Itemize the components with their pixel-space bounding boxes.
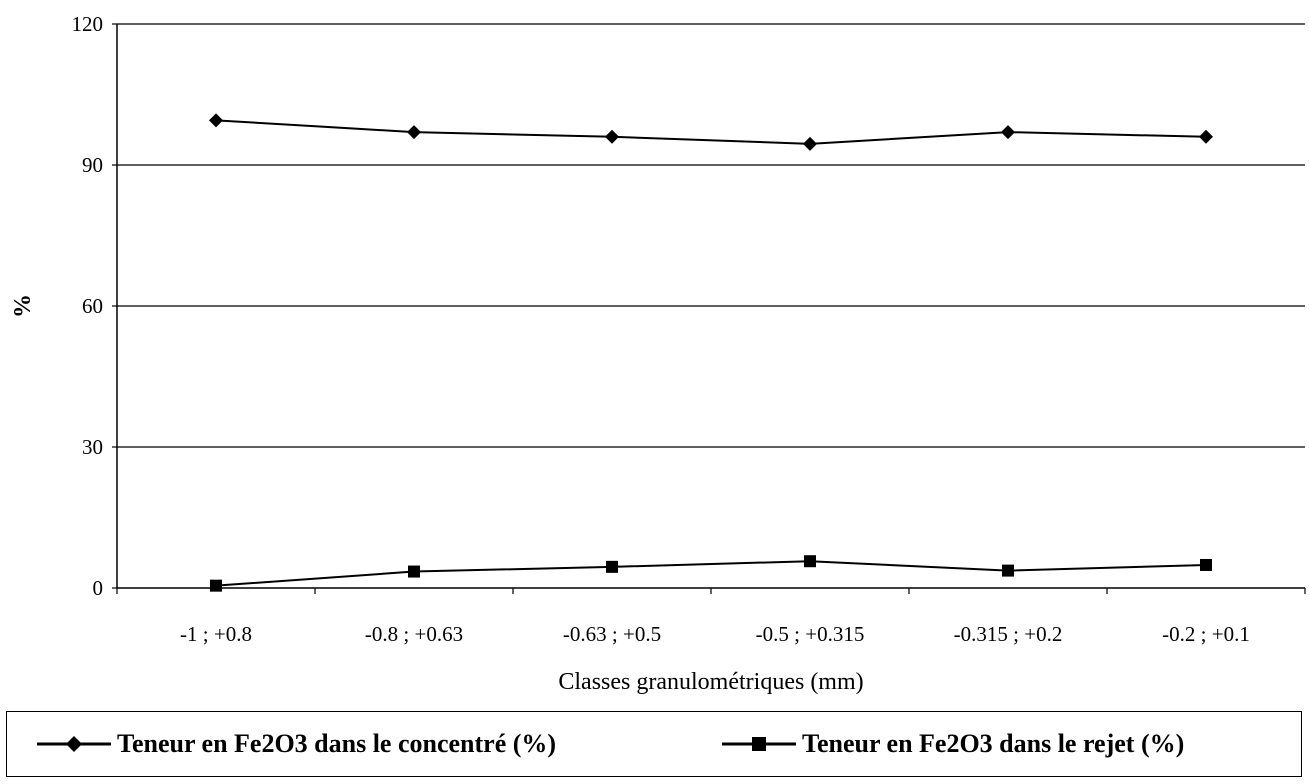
x-axis-title: Classes granulométriques (mm) xyxy=(558,669,863,695)
x-tick-label: -0.315 ; +0.2 xyxy=(954,622,1063,646)
series-line-2 xyxy=(215,560,1207,587)
y-tick-label: 30 xyxy=(82,435,103,459)
diamond-line-icon xyxy=(37,736,111,752)
x-tick-label: -1 ; +0.8 xyxy=(180,622,252,646)
x-tick-label: -0.8 ; +0.63 xyxy=(365,622,463,646)
data-point-diamond xyxy=(1199,129,1213,144)
legend-entry-concentrate: Teneur en Fe2O3 dans le concentré (%) xyxy=(35,712,556,776)
data-point-diamond xyxy=(209,113,223,128)
data-point-diamond xyxy=(1001,125,1015,140)
y-tick-label: 90 xyxy=(82,153,103,177)
x-tick-label: -0.2 ; +0.1 xyxy=(1162,622,1250,646)
x-tick-label: -0.5 ; +0.315 xyxy=(756,622,865,646)
data-point-diamond xyxy=(605,129,619,144)
legend-entry-reject: Teneur en Fe2O3 dans le rejet (%) xyxy=(720,712,1184,776)
y-tick-label: 60 xyxy=(82,294,103,318)
data-point-square xyxy=(1002,564,1014,577)
y-tick-label: 0 xyxy=(93,576,104,600)
line-chart: 0 30 60 90 120 -1 ; +0.8 -0.8 ; +0.63 -0.63 ; +… xyxy=(10,12,1306,695)
legend-label-concentrate: Teneur en Fe2O3 dans le concentré (%) xyxy=(117,729,557,758)
data-point-square xyxy=(804,555,816,568)
data-point-square xyxy=(408,565,420,578)
data-point-square xyxy=(1200,558,1212,571)
y-axis-title: % xyxy=(10,294,36,318)
data-point-square xyxy=(210,579,222,592)
legend-label-reject: Teneur en Fe2O3 dans le rejet (%) xyxy=(802,729,1185,758)
chart-legend: Teneur en Fe2O3 dans le concentré (%) Te… xyxy=(6,711,1302,777)
square-line-icon xyxy=(722,737,796,751)
y-tick-label: 120 xyxy=(72,12,104,36)
data-point-diamond xyxy=(803,136,817,151)
x-tick-label: -0.63 ; +0.5 xyxy=(563,622,661,646)
series-line-1 xyxy=(215,119,1207,145)
data-point-diamond xyxy=(407,125,421,140)
data-point-square xyxy=(606,560,618,573)
